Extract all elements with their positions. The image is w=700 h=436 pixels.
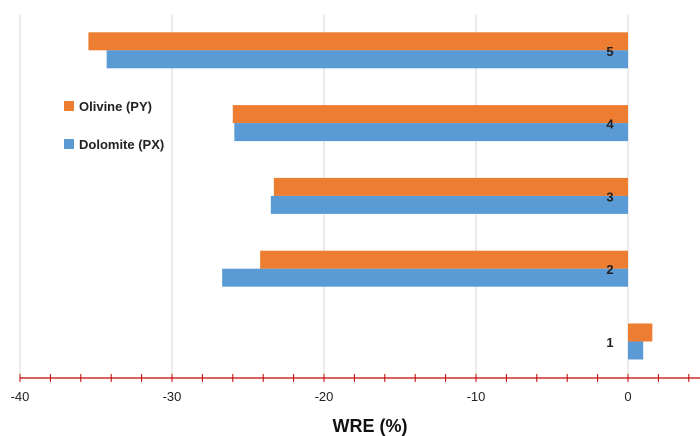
- bars: [88, 32, 653, 360]
- bar-dolomite-3: [270, 195, 628, 214]
- x-axis-title: WRE (%): [333, 416, 408, 436]
- bar-dolomite-1: [628, 341, 644, 360]
- bar-dolomite-4: [234, 123, 628, 142]
- category-label-3: 3: [606, 189, 613, 204]
- category-label-5: 5: [606, 44, 613, 59]
- bar-olivine-5: [88, 32, 628, 51]
- category-label-4: 4: [606, 117, 614, 132]
- legend-swatch-olivine: [64, 101, 74, 111]
- x-tick-label: 0: [624, 389, 631, 404]
- bar-olivine-2: [260, 250, 628, 269]
- category-labels: 1 2 3 4 5: [606, 44, 614, 350]
- category-label-2: 2: [606, 262, 613, 277]
- x-tick-label: -30: [163, 389, 182, 404]
- legend-label-olivine: Olivine (PY): [79, 99, 152, 114]
- x-tick-label: -10: [467, 389, 486, 404]
- legend-label-dolomite: Dolomite (PX): [79, 137, 164, 152]
- x-tick-label: -20: [315, 389, 334, 404]
- bar-olivine-3: [273, 177, 628, 196]
- bar-dolomite-2: [222, 268, 628, 287]
- bar-dolomite-5: [106, 50, 628, 69]
- legend: Olivine (PY) Dolomite (PX): [64, 99, 164, 152]
- x-tick-label: -40: [11, 389, 30, 404]
- x-axis: -40 -30 -20 -10 0: [11, 374, 700, 404]
- bar-olivine-4: [232, 105, 629, 124]
- category-label-1: 1: [606, 335, 613, 350]
- legend-swatch-dolomite: [64, 139, 74, 149]
- bar-olivine-1: [628, 323, 653, 342]
